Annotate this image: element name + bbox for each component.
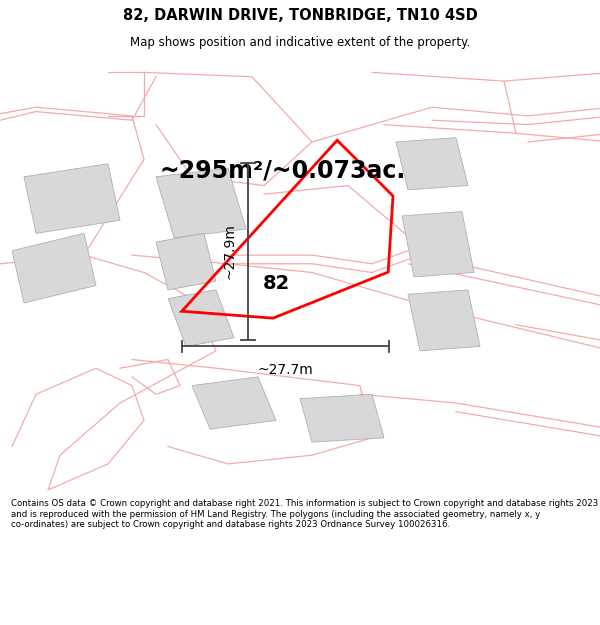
Text: Contains OS data © Crown copyright and database right 2021. This information is : Contains OS data © Crown copyright and d…: [11, 499, 598, 529]
Text: ~27.7m: ~27.7m: [257, 363, 313, 378]
Polygon shape: [402, 212, 474, 277]
Text: ~27.9m: ~27.9m: [223, 224, 237, 279]
Polygon shape: [396, 138, 468, 190]
Polygon shape: [168, 290, 234, 346]
Polygon shape: [24, 164, 120, 233]
Polygon shape: [12, 233, 96, 303]
Polygon shape: [156, 168, 246, 238]
Text: ~295m²/~0.073ac.: ~295m²/~0.073ac.: [159, 158, 405, 182]
Polygon shape: [300, 394, 384, 442]
Polygon shape: [156, 233, 216, 290]
Polygon shape: [408, 290, 480, 351]
Text: 82, DARWIN DRIVE, TONBRIDGE, TN10 4SD: 82, DARWIN DRIVE, TONBRIDGE, TN10 4SD: [122, 8, 478, 23]
Polygon shape: [192, 377, 276, 429]
Text: 82: 82: [262, 274, 290, 293]
Text: Map shows position and indicative extent of the property.: Map shows position and indicative extent…: [130, 36, 470, 49]
